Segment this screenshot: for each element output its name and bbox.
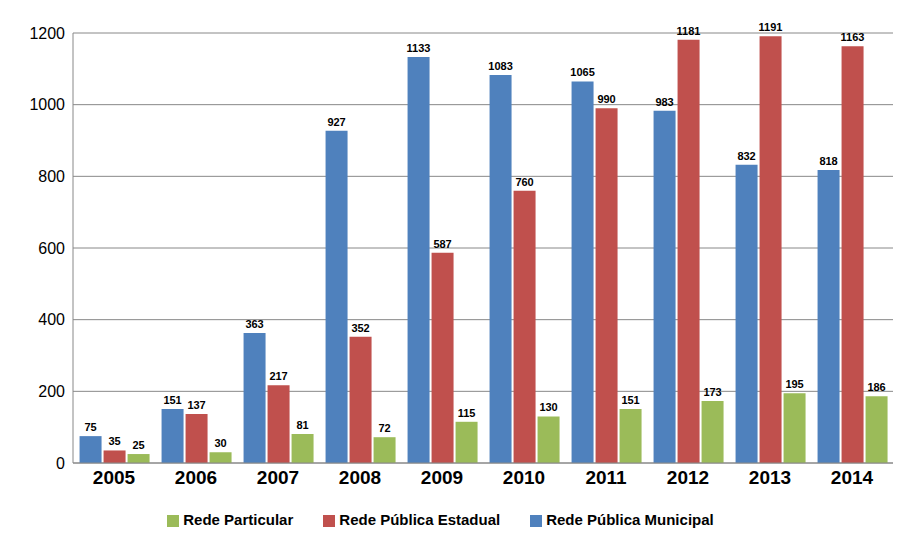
svg-text:363: 363 [245, 318, 263, 330]
svg-text:760: 760 [515, 176, 533, 188]
html-text:Rede Pública Municipal: Rede Pública Municipal [546, 511, 714, 528]
svg-text:352: 352 [351, 322, 369, 334]
svg-text:195: 195 [785, 378, 803, 390]
svg-text:2009: 2009 [421, 467, 463, 488]
svg-text:2011: 2011 [585, 467, 627, 488]
svg-text:217: 217 [269, 370, 287, 382]
svg-text:81: 81 [296, 419, 308, 431]
html-text:Rede Pública Estadual: Rede Pública Estadual [339, 511, 501, 528]
svg-text:2014: 2014 [831, 467, 874, 488]
svg-text:137: 137 [187, 399, 205, 411]
svg-text:151: 151 [163, 394, 181, 406]
svg-text:1065: 1065 [570, 66, 594, 78]
svg-text:173: 173 [703, 386, 721, 398]
svg-text:990: 990 [597, 93, 615, 105]
html-text:Rede Particular: Rede Particular [183, 511, 294, 528]
svg-text:151: 151 [621, 394, 639, 406]
svg-text:2006: 2006 [175, 467, 217, 488]
svg-text:75: 75 [84, 421, 96, 433]
svg-text:25: 25 [132, 439, 144, 451]
svg-text:200: 200 [38, 383, 65, 400]
svg-text:1133: 1133 [407, 42, 431, 54]
svg-text:800: 800 [38, 168, 65, 185]
svg-text:2007: 2007 [257, 467, 299, 488]
svg-text:587: 587 [433, 238, 451, 250]
svg-text:1200: 1200 [29, 25, 65, 42]
svg-text:72: 72 [378, 422, 390, 434]
svg-text:130: 130 [539, 401, 557, 413]
svg-text:600: 600 [38, 240, 65, 257]
svg-text:186: 186 [867, 381, 885, 393]
svg-text:115: 115 [458, 407, 476, 419]
svg-text:832: 832 [737, 150, 755, 162]
svg-text:1163: 1163 [841, 31, 865, 43]
svg-text:1181: 1181 [677, 25, 701, 37]
svg-text:400: 400 [38, 311, 65, 328]
svg-text:30: 30 [214, 437, 226, 449]
svg-text:2008: 2008 [339, 467, 381, 488]
svg-text:2010: 2010 [503, 467, 545, 488]
svg-text:2013: 2013 [749, 467, 791, 488]
svg-text:1083: 1083 [488, 60, 512, 72]
svg-text:927: 927 [327, 116, 345, 128]
svg-text:2005: 2005 [93, 467, 136, 488]
svg-text:818: 818 [819, 155, 837, 167]
svg-text:35: 35 [108, 435, 120, 447]
svg-text:2012: 2012 [667, 467, 709, 488]
svg-text:983: 983 [655, 96, 673, 108]
svg-text:0: 0 [56, 455, 65, 472]
svg-text:1000: 1000 [29, 96, 65, 113]
svg-text:1191: 1191 [759, 21, 783, 33]
